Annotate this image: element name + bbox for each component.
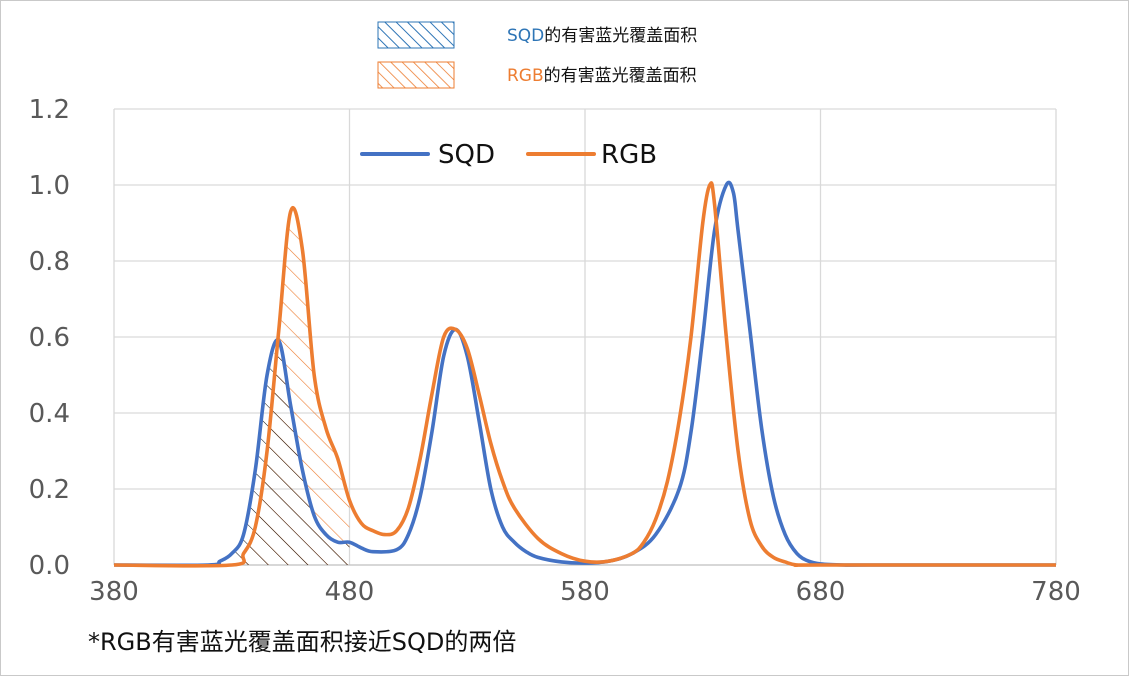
y-tick-label: 1.0 xyxy=(29,171,70,201)
x-tick-label: 380 xyxy=(89,577,139,607)
y-tick-label: 0.0 xyxy=(29,551,70,581)
series-lines xyxy=(114,180,1056,568)
shaded-area-sqd xyxy=(231,340,350,565)
series-line-rgb xyxy=(114,181,1056,568)
y-tick-label: 1.2 xyxy=(29,95,70,125)
legend-label-rgb: RGB xyxy=(601,140,657,170)
y-axis-ticks: 0.0 0.2 0.4 0.6 0.8 1.0 1.2 xyxy=(29,95,70,581)
footnote: *RGB有害蓝光覆盖面积接近SQD的两倍 xyxy=(88,628,516,656)
area-legend-label-rgb: RGB的有害蓝光覆盖面积 xyxy=(507,66,697,86)
y-tick-label: 0.8 xyxy=(29,247,70,277)
area-legend-label-sqd: SQD的有害蓝光覆盖面积 xyxy=(507,26,697,46)
area-legend-swatch-rgb xyxy=(377,61,455,89)
area-legend: SQD的有害蓝光覆盖面积 RGB的有害蓝光覆盖面积 xyxy=(377,21,697,89)
x-axis-ticks: 380 480 580 680 780 xyxy=(89,577,1081,607)
x-tick-label: 680 xyxy=(796,577,846,607)
shaded-area-rgb xyxy=(231,211,350,565)
x-tick-label: 580 xyxy=(560,577,610,607)
legend-label-sqd: SQD xyxy=(438,140,495,170)
series-line-sqd xyxy=(114,180,1056,568)
y-tick-label: 0.6 xyxy=(29,323,70,353)
x-tick-label: 780 xyxy=(1031,577,1081,607)
y-tick-label: 0.4 xyxy=(29,399,70,429)
y-tick-label: 0.2 xyxy=(29,475,70,505)
line-legend: SQD RGB xyxy=(360,140,657,170)
x-tick-label: 480 xyxy=(325,577,375,607)
area-legend-swatch-sqd xyxy=(377,21,455,49)
shaded-areas xyxy=(231,211,350,565)
